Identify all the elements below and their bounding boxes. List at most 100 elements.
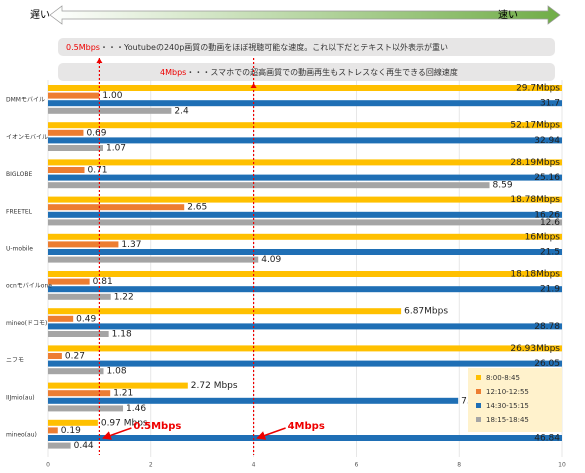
bar (48, 159, 562, 166)
value-label: 12.6 (540, 218, 560, 228)
bar (48, 405, 124, 412)
x-tick-label: 8 (457, 462, 461, 469)
speed-arrow (49, 5, 561, 25)
reference-label: 4Mbps (288, 421, 325, 432)
note: 4Mbps・・・スマホでの超高画質での動画再生もストレスなく再生できる回線速度 (160, 67, 458, 77)
category-label: DMMモバイル (6, 97, 45, 104)
legend-swatch (476, 403, 481, 408)
value-label: 4.09 (261, 255, 281, 265)
category-label: ニフモ (6, 357, 24, 364)
bar (48, 390, 111, 397)
note-text: ・・・Youtubeの240p画質の動画をほぼ視聴可能な速度。これ以下だとテキス… (100, 42, 448, 52)
category-label: FREETEL (6, 208, 33, 215)
legend-label: 8:00-8:45 (486, 374, 520, 382)
value-label: 0.49 (76, 314, 96, 324)
bar (48, 345, 562, 352)
legend-label: 18:15-18:45 (486, 416, 529, 424)
value-label: 2.72 Mbps (191, 381, 238, 391)
legend-swatch (476, 389, 481, 394)
value-label: 21.9 (540, 285, 560, 295)
bar (48, 427, 58, 434)
legend-swatch (476, 417, 481, 422)
reference-arrow (250, 83, 257, 88)
bar (48, 167, 85, 173)
bar (48, 315, 74, 322)
value-label: 16.26 (534, 210, 560, 220)
value-label: 1.18 (112, 330, 132, 340)
bar (48, 308, 402, 315)
category-label: イオンモバイル (6, 134, 48, 141)
bar (48, 174, 562, 181)
bar (48, 137, 562, 144)
category-label: IIJmio(au) (6, 394, 35, 401)
bar (48, 211, 562, 218)
bar (48, 85, 562, 91)
bar (48, 286, 562, 293)
bar (48, 122, 562, 129)
value-label: 0.19 (61, 426, 81, 436)
bar (48, 331, 109, 337)
slow-label: 遅い (30, 9, 50, 21)
value-label: 25.16 (534, 173, 560, 183)
value-label: 2.4 (174, 106, 189, 116)
bar (48, 360, 562, 367)
category-label: mineo(ドコモ) (6, 320, 47, 327)
value-label: 21.5 (540, 248, 560, 258)
bar (48, 233, 562, 240)
category-label: mineo(au) (6, 432, 37, 439)
value-label: 8.59 (493, 181, 513, 191)
value-label: 1.21 (113, 389, 133, 399)
note: 0.5Mbps・・・Youtubeの240p画質の動画をほぼ視聴可能な速度。これ… (66, 42, 448, 52)
x-tick-label: 0 (46, 462, 50, 469)
note-highlight: 4Mbps (160, 68, 186, 77)
reference-arrow (96, 58, 103, 63)
fast-label: 速い (498, 9, 518, 21)
value-label: 46.84 (534, 434, 560, 444)
bar (48, 219, 562, 226)
bar (48, 353, 62, 359)
x-tick-label: 10 (558, 462, 566, 469)
x-tick-label: 4 (252, 462, 256, 469)
bar (48, 271, 562, 277)
bar (48, 442, 71, 449)
value-label: 28.78 (534, 322, 560, 332)
x-tick-label: 2 (149, 462, 153, 469)
bar (48, 278, 90, 285)
value-label: 52.17Mbps (510, 121, 560, 131)
bar (48, 397, 459, 404)
note-box (58, 63, 555, 81)
bar (48, 92, 100, 99)
value-label: 26.05 (534, 359, 560, 369)
value-label: 18.18Mbps (510, 270, 560, 280)
value-label: 0.27 (65, 352, 85, 362)
bar (48, 419, 98, 426)
value-label: 0.44 (74, 441, 94, 451)
legend-box (468, 368, 562, 432)
bars (48, 85, 562, 449)
note-box (58, 38, 555, 56)
bar (48, 368, 104, 375)
note-highlight: 0.5Mbps (66, 43, 100, 52)
x-tick-label: 6 (354, 462, 358, 469)
value-label: 6.87Mbps (404, 307, 448, 317)
value-label: 0.69 (86, 128, 106, 138)
value-label: 29.7Mbps (516, 84, 560, 94)
value-label: 0.81 (93, 277, 113, 287)
value-label: 1.07 (106, 144, 126, 154)
value-label: 2.65 (187, 203, 207, 213)
category-label: ocnモバイルone (6, 283, 52, 290)
value-label: 1.37 (121, 240, 141, 250)
reference-pointer (101, 427, 132, 440)
bar (48, 323, 562, 330)
reference-pointer (256, 427, 286, 440)
value-label: 31.7 (540, 99, 560, 109)
value-label: 1.00 (102, 91, 122, 101)
value-label: 1.22 (114, 292, 134, 302)
category-label: BIGLOBE (6, 171, 33, 178)
bar (48, 241, 119, 248)
bar (48, 256, 259, 263)
bar (48, 249, 562, 255)
bar (48, 100, 562, 107)
bar (48, 145, 103, 151)
